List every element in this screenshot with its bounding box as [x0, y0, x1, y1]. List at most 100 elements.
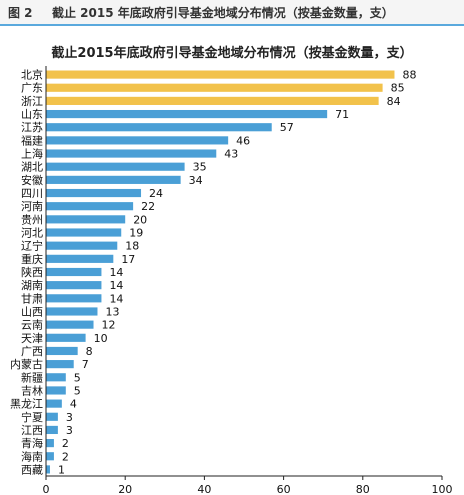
value-label: 19: [129, 227, 143, 240]
category-label: 山东: [21, 108, 43, 121]
header-divider: [0, 24, 464, 26]
category-label: 西藏: [21, 463, 43, 476]
category-label: 北京: [21, 68, 43, 82]
bar: [46, 465, 50, 474]
figure-header: 图 2 截止 2015 年底政府引导基金地域分布情况（按基金数量，支）: [0, 0, 464, 24]
value-label: 18: [125, 240, 139, 253]
bar: [46, 307, 98, 316]
bar: [46, 162, 185, 171]
value-label: 22: [141, 200, 155, 213]
bar: [46, 215, 126, 224]
bar: [46, 175, 181, 184]
category-label: 黑龙江: [10, 398, 43, 411]
bar: [46, 346, 78, 356]
value-label: 84: [387, 95, 401, 108]
bar: [46, 439, 54, 448]
value-label: 14: [109, 266, 123, 279]
x-tick-label: 100: [432, 483, 453, 495]
category-label: 上海: [21, 147, 43, 161]
value-label: 20: [133, 213, 147, 226]
chart-title: 截止2015年底政府引导基金地域分布情况（按基金数量，支）: [51, 46, 413, 61]
figure-title: 截止 2015 年底政府引导基金地域分布情况（按基金数量，支）: [52, 6, 394, 20]
value-label: 4: [70, 398, 77, 411]
figure-number: 图 2: [8, 6, 33, 20]
value-label: 46: [236, 134, 250, 147]
bar: [46, 136, 229, 145]
category-label: 安徽: [21, 173, 43, 187]
bar: [46, 241, 118, 250]
bar: [46, 425, 58, 435]
value-label: 85: [391, 82, 405, 95]
value-label: 2: [62, 450, 69, 463]
value-label: 8: [86, 345, 93, 358]
value-label: 2: [62, 437, 69, 450]
category-label: 四川: [21, 187, 43, 200]
bar: [46, 320, 94, 329]
category-label: 陕西: [21, 265, 43, 279]
value-label: 3: [66, 424, 73, 437]
value-label: 5: [74, 384, 81, 397]
bar: [46, 123, 272, 132]
category-label: 湖北: [21, 161, 43, 174]
value-label: 5: [74, 371, 81, 384]
bar: [46, 281, 102, 290]
bar: [46, 373, 66, 382]
value-label: 43: [224, 148, 238, 161]
value-label: 12: [102, 319, 116, 332]
category-label: 河北: [21, 227, 43, 240]
category-label: 江苏: [21, 121, 43, 134]
value-label: 7: [82, 358, 89, 371]
category-label: 湖南: [21, 279, 43, 292]
category-label: 内蒙古: [10, 357, 43, 371]
bar: [46, 452, 54, 461]
category-label: 浙江: [21, 95, 43, 108]
value-label: 88: [402, 69, 416, 82]
category-label: 广东: [21, 82, 43, 95]
value-label: 14: [109, 292, 123, 305]
value-label: 35: [193, 161, 207, 174]
category-label: 青海: [21, 436, 43, 450]
bar: [46, 149, 217, 158]
category-label: 重庆: [21, 252, 43, 266]
x-tick-label: 60: [277, 483, 291, 495]
category-label: 吉林: [21, 383, 43, 397]
x-tick-label: 40: [197, 483, 211, 495]
x-tick-label: 80: [356, 483, 370, 495]
category-label: 辽宁: [21, 239, 43, 253]
bar: [46, 202, 134, 211]
category-label: 甘肃: [21, 292, 43, 305]
value-label: 24: [149, 187, 163, 200]
category-label: 天津: [21, 332, 43, 345]
category-label: 福建: [21, 133, 43, 147]
value-label: 71: [335, 108, 349, 121]
value-label: 1: [58, 463, 65, 476]
category-label: 贵州: [21, 213, 43, 226]
bar: [46, 254, 114, 263]
value-label: 10: [94, 332, 108, 345]
bar: [46, 267, 102, 277]
bar: [46, 412, 58, 421]
x-tick-label: 20: [118, 483, 132, 495]
value-label: 17: [121, 253, 135, 266]
bar: [46, 188, 142, 198]
value-label: 3: [66, 411, 73, 424]
bar: [46, 228, 122, 237]
bar: [46, 360, 74, 369]
value-label: 13: [105, 305, 119, 318]
category-label: 海南: [21, 449, 43, 463]
category-label: 江西: [21, 424, 43, 437]
category-label: 山西: [21, 305, 43, 318]
x-tick-label: 0: [43, 483, 50, 495]
value-label: 14: [109, 279, 123, 292]
bar: [46, 70, 395, 79]
category-label: 广西: [21, 345, 43, 358]
bar: [46, 83, 383, 92]
category-label: 云南: [21, 319, 43, 332]
category-label: 河南: [21, 200, 43, 213]
category-label: 新疆: [21, 370, 43, 384]
bar: [46, 399, 62, 408]
bar: [46, 333, 86, 342]
value-label: 57: [280, 121, 294, 134]
category-label: 宁夏: [21, 410, 43, 424]
